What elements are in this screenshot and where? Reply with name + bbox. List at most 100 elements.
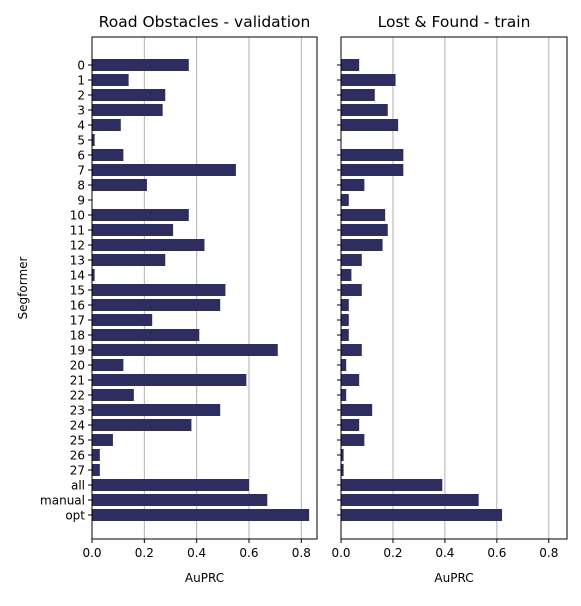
bar-1-4: [92, 119, 121, 131]
ytick-label-10: 10: [70, 208, 85, 222]
bar-1-manual: [92, 494, 268, 506]
ytick-label-19: 19: [70, 343, 85, 357]
bar-2-24: [341, 419, 360, 431]
bar-1-24: [92, 419, 192, 431]
bar-1-21: [92, 374, 247, 386]
bar-1-6: [92, 149, 124, 161]
bar-2-9: [341, 194, 349, 206]
ytick-label-25: 25: [70, 433, 85, 447]
bar-1-8: [92, 179, 147, 191]
bar-1-12: [92, 239, 205, 251]
ytick-label-23: 23: [70, 403, 85, 417]
bar-1-all: [92, 479, 249, 491]
xtick-label-2-4: 0.8: [539, 546, 558, 560]
bar-2-16: [341, 299, 349, 311]
bar-2-11: [341, 224, 388, 236]
ytick-label-0: 0: [77, 58, 85, 72]
ytick-label-5: 5: [77, 133, 85, 147]
ytick-label-27: 27: [70, 463, 85, 477]
bar-1-5: [92, 134, 95, 146]
ytick-label-16: 16: [70, 298, 85, 312]
xtick-label-1-3: 0.6: [239, 546, 258, 560]
ytick-label-15: 15: [70, 283, 85, 297]
bar-2-7: [341, 164, 404, 176]
xtick-label-2-2: 0.4: [435, 546, 454, 560]
chart-title-2: Lost & Found - train: [378, 13, 531, 31]
bar-2-13: [341, 254, 362, 266]
bar-1-26: [92, 449, 100, 461]
bar-1-22: [92, 389, 134, 401]
ytick-label-18: 18: [70, 328, 85, 342]
chart-title-1: Road Obstacles - validation: [99, 13, 311, 31]
bar-1-0: [92, 59, 189, 71]
bar-2-23: [341, 404, 373, 416]
bar-1-7: [92, 164, 236, 176]
bar-1-15: [92, 284, 226, 296]
bar-2-18: [341, 329, 349, 341]
xtick-label-2-0: 0.0: [331, 546, 350, 560]
bar-2-22: [341, 389, 347, 401]
bar-1-11: [92, 224, 174, 236]
ytick-label-9: 9: [77, 193, 85, 207]
ytick-label-26: 26: [70, 448, 85, 462]
ytick-label-13: 13: [70, 253, 85, 267]
bar-2-17: [341, 314, 349, 326]
xtick-label-1-1: 0.2: [135, 546, 154, 560]
ytick-label-22: 22: [70, 388, 85, 402]
bar-1-3: [92, 104, 163, 116]
bar-2-15: [341, 284, 362, 296]
bar-2-12: [341, 239, 383, 251]
xtick-label-1-0: 0.0: [82, 546, 101, 560]
bar-2-10: [341, 209, 386, 221]
bar-2-27: [341, 464, 344, 476]
bar-2-4: [341, 119, 399, 131]
xtick-label-1-4: 0.8: [292, 546, 311, 560]
xtick-label-2-1: 0.2: [383, 546, 402, 560]
bar-1-23: [92, 404, 221, 416]
bar-2-6: [341, 149, 404, 161]
ytick-label-3: 3: [77, 103, 85, 117]
ytick-label-7: 7: [77, 163, 85, 177]
y-axis-label: Segformer: [16, 256, 30, 319]
bar-2-19: [341, 344, 362, 356]
bar-1-2: [92, 89, 166, 101]
bar-1-16: [92, 299, 221, 311]
bar-2-opt: [341, 509, 503, 521]
ytick-label-17: 17: [70, 313, 85, 327]
bar-1-20: [92, 359, 124, 371]
ytick-label-1: 1: [77, 73, 85, 87]
bar-1-27: [92, 464, 100, 476]
bar-2-3: [341, 104, 388, 116]
bar-1-18: [92, 329, 200, 341]
ytick-label-8: 8: [77, 178, 85, 192]
ytick-label-manual: manual: [40, 493, 85, 507]
bar-2-8: [341, 179, 365, 191]
bar-2-2: [341, 89, 375, 101]
ytick-label-all: all: [71, 478, 85, 492]
xtick-label-2-3: 0.6: [487, 546, 506, 560]
bar-1-10: [92, 209, 189, 221]
plot-frame-1: [91, 36, 318, 540]
ytick-label-6: 6: [77, 148, 85, 162]
bar-1-14: [92, 269, 95, 281]
bar-2-manual: [341, 494, 479, 506]
ytick-label-2: 2: [77, 88, 85, 102]
bar-1-17: [92, 314, 153, 326]
bar-2-26: [341, 449, 344, 461]
bar-2-1: [341, 74, 396, 86]
bar-1-19: [92, 344, 278, 356]
bar-2-20: [341, 359, 347, 371]
bar-2-21: [341, 374, 360, 386]
bar-1-25: [92, 434, 113, 446]
bar-2-25: [341, 434, 365, 446]
xtick-label-1-2: 0.4: [187, 546, 206, 560]
ytick-label-24: 24: [70, 418, 85, 432]
bar-1-13: [92, 254, 166, 266]
bar-1-1: [92, 74, 129, 86]
ytick-label-12: 12: [70, 238, 85, 252]
bar-1-opt: [92, 509, 310, 521]
bar-2-all: [341, 479, 443, 491]
ytick-label-opt: opt: [65, 508, 85, 522]
